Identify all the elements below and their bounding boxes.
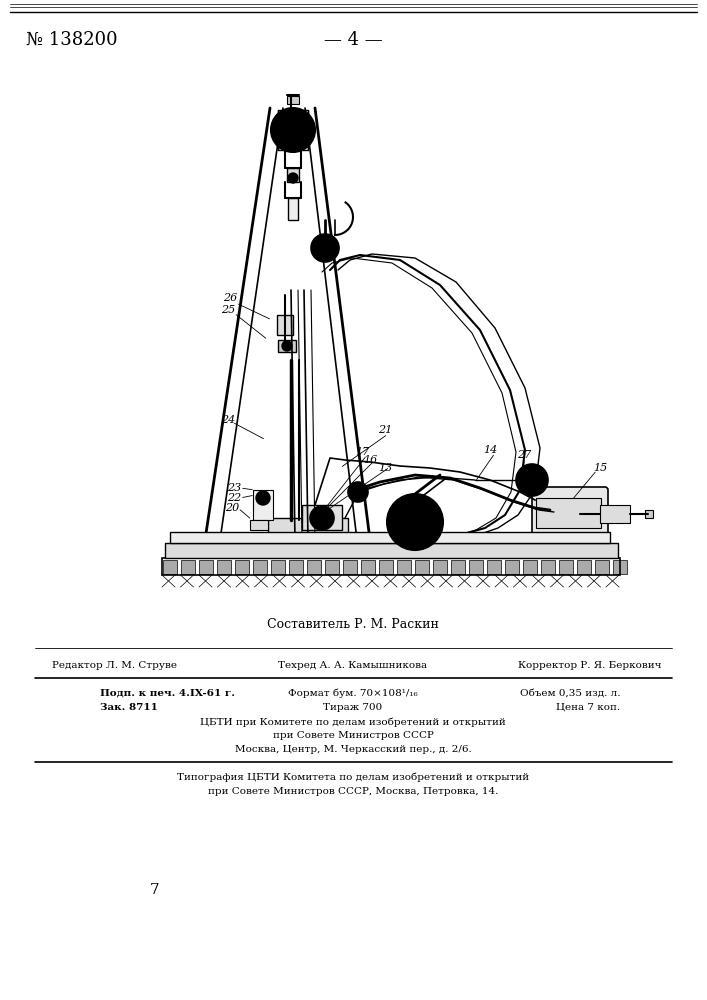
Circle shape bbox=[516, 464, 548, 496]
Text: Объем 0,35 изд. л.: Объем 0,35 изд. л. bbox=[520, 688, 620, 698]
Bar bbox=[343, 560, 357, 574]
Text: Корректор Р. Я. Беркович: Корректор Р. Я. Беркович bbox=[518, 660, 662, 670]
Circle shape bbox=[288, 173, 298, 183]
Text: 15: 15 bbox=[593, 463, 607, 473]
Bar bbox=[181, 560, 195, 574]
Bar bbox=[307, 560, 321, 574]
Bar bbox=[361, 560, 375, 574]
Bar bbox=[645, 510, 653, 518]
Text: Москва, Центр, М. Черкасский пер., д. 2/6.: Москва, Центр, М. Черкасский пер., д. 2/… bbox=[235, 746, 472, 754]
Bar bbox=[199, 560, 213, 574]
Text: 16: 16 bbox=[363, 455, 377, 465]
Bar bbox=[613, 560, 627, 574]
Text: Цена 7 коп.: Цена 7 коп. bbox=[556, 702, 620, 712]
Bar bbox=[302, 505, 342, 530]
Circle shape bbox=[283, 120, 303, 140]
Text: Формат бум. 70×108¹/₁₆: Формат бум. 70×108¹/₁₆ bbox=[288, 688, 418, 698]
Text: 22: 22 bbox=[227, 493, 241, 503]
Bar bbox=[577, 560, 591, 574]
Text: 27: 27 bbox=[517, 450, 531, 460]
Bar bbox=[595, 560, 609, 574]
Text: Зак. 8711: Зак. 8711 bbox=[100, 702, 158, 712]
Bar bbox=[170, 532, 610, 543]
Bar bbox=[235, 560, 249, 574]
Text: 20: 20 bbox=[225, 503, 239, 513]
Text: Техред А. А. Камышникова: Техред А. А. Камышникова bbox=[279, 660, 428, 670]
Bar bbox=[287, 96, 299, 104]
Bar bbox=[278, 110, 308, 150]
Circle shape bbox=[317, 513, 327, 523]
Text: Типография ЦБТИ Комитета по делам изобретений и открытий: Типография ЦБТИ Комитета по делам изобре… bbox=[177, 772, 529, 782]
Bar bbox=[505, 560, 519, 574]
Text: 21: 21 bbox=[378, 425, 392, 435]
Circle shape bbox=[403, 510, 427, 534]
Bar bbox=[217, 560, 231, 574]
Circle shape bbox=[282, 341, 292, 351]
Bar bbox=[278, 340, 296, 352]
Circle shape bbox=[411, 518, 419, 526]
Bar bbox=[451, 560, 465, 574]
Text: при Совете Министров СССР: при Совете Министров СССР bbox=[273, 732, 433, 740]
Bar bbox=[289, 560, 303, 574]
Bar bbox=[268, 518, 348, 534]
Text: 17: 17 bbox=[355, 447, 369, 457]
Circle shape bbox=[348, 482, 368, 502]
Circle shape bbox=[387, 494, 443, 550]
Bar bbox=[523, 560, 537, 574]
Bar bbox=[469, 560, 483, 574]
Text: Подп. к печ. 4.IX-61 г.: Подп. к печ. 4.IX-61 г. bbox=[100, 688, 235, 698]
Bar bbox=[253, 490, 273, 520]
Text: Составитель Р. М. Раскин: Составитель Р. М. Раскин bbox=[267, 618, 439, 632]
Text: 23: 23 bbox=[227, 483, 241, 493]
Bar bbox=[415, 560, 429, 574]
Text: № 138200: № 138200 bbox=[26, 31, 118, 49]
Bar bbox=[271, 560, 285, 574]
Bar bbox=[287, 168, 299, 182]
Bar bbox=[487, 560, 501, 574]
Bar bbox=[288, 198, 298, 220]
Bar bbox=[165, 543, 618, 558]
Text: ЦБТИ при Комитете по делам изобретений и открытий: ЦБТИ при Комитете по делам изобретений и… bbox=[200, 717, 506, 727]
Text: Тираж 700: Тираж 700 bbox=[323, 702, 382, 712]
Text: 26: 26 bbox=[223, 293, 237, 303]
FancyBboxPatch shape bbox=[532, 487, 608, 538]
Bar bbox=[277, 315, 293, 335]
Text: 13: 13 bbox=[378, 463, 392, 473]
Bar bbox=[397, 560, 411, 574]
Bar bbox=[253, 560, 267, 574]
Text: 24: 24 bbox=[221, 415, 235, 425]
Bar bbox=[325, 560, 339, 574]
Bar bbox=[559, 560, 573, 574]
Bar bbox=[260, 534, 350, 544]
Bar bbox=[379, 560, 393, 574]
Circle shape bbox=[522, 470, 542, 490]
Bar bbox=[600, 505, 630, 523]
Circle shape bbox=[271, 108, 315, 152]
Text: 14: 14 bbox=[483, 445, 497, 455]
Bar bbox=[162, 558, 620, 575]
Text: — 4 —: — 4 — bbox=[324, 31, 382, 49]
Bar bbox=[541, 560, 555, 574]
Circle shape bbox=[310, 506, 334, 530]
Bar bbox=[250, 520, 268, 530]
Bar bbox=[536, 498, 601, 528]
Bar bbox=[163, 560, 177, 574]
Text: 7: 7 bbox=[150, 883, 160, 897]
Bar bbox=[433, 560, 447, 574]
Text: Редактор Л. М. Струве: Редактор Л. М. Струве bbox=[52, 660, 177, 670]
Circle shape bbox=[311, 234, 339, 262]
Text: при Совете Министров СССР, Москва, Петровка, 14.: при Совете Министров СССР, Москва, Петро… bbox=[208, 786, 498, 796]
Text: 25: 25 bbox=[221, 305, 235, 315]
Circle shape bbox=[256, 491, 270, 505]
